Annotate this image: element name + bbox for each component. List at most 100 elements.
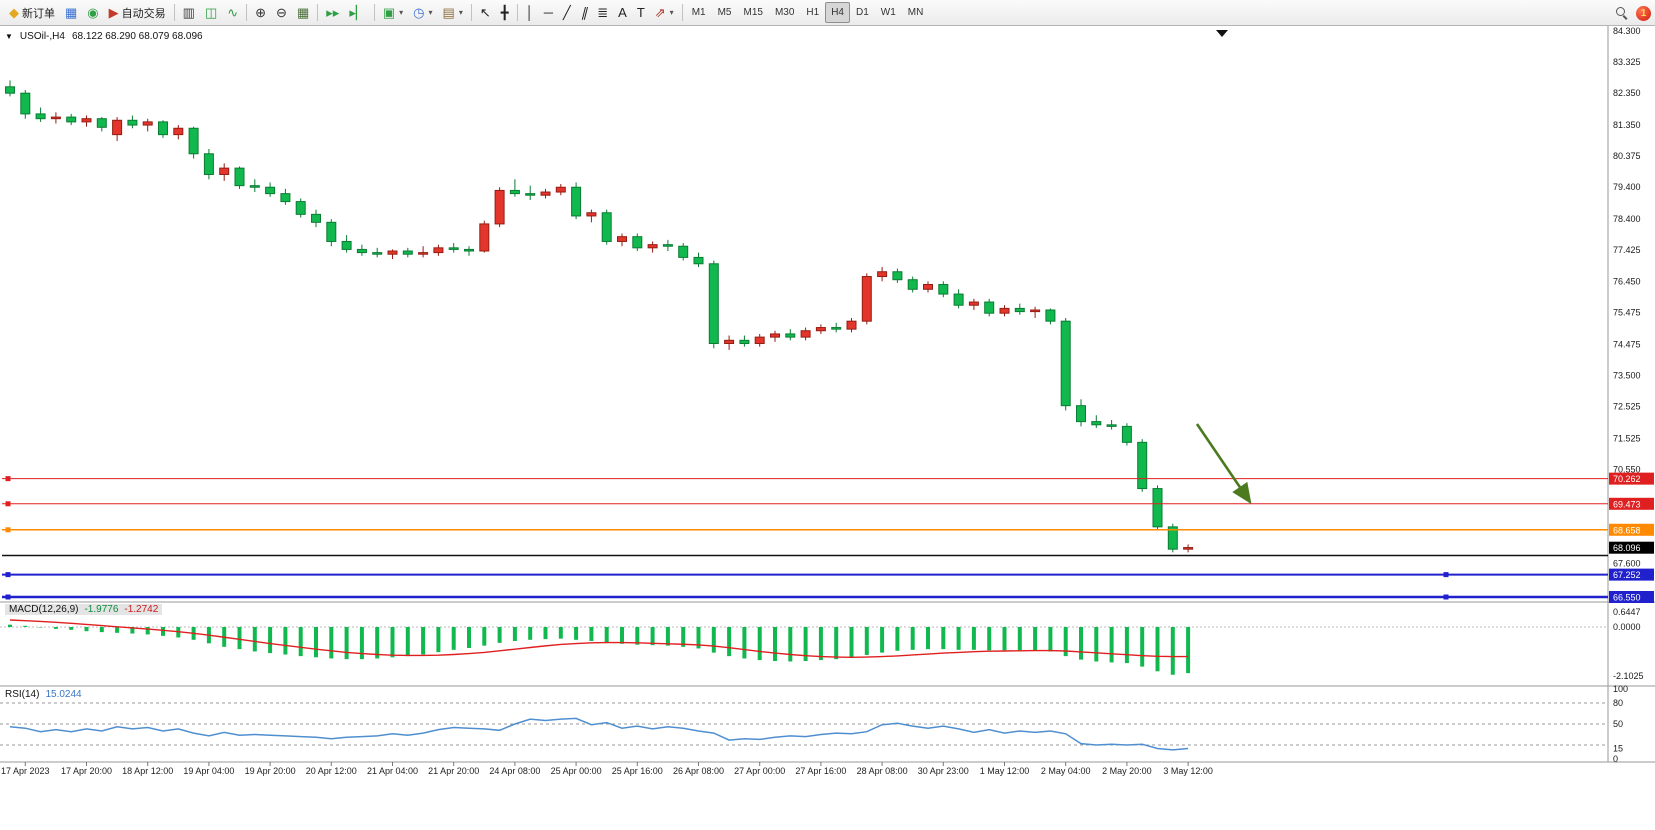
hline-handle[interactable] <box>5 594 11 600</box>
periods-button[interactable]: ◷ ▾ <box>408 2 437 23</box>
chart-symbol-label: ▼ USOil-,H4 68.122 68.290 68.079 68.096 <box>5 31 203 42</box>
zoom-out-button[interactable]: ⊖ <box>271 2 292 23</box>
cursor-button[interactable]: ↖ <box>475 2 496 23</box>
chevron-down-icon: ▾ <box>399 8 404 17</box>
svg-text:100: 100 <box>1613 684 1628 694</box>
zoom-in-icon: ⊕ <box>255 5 267 20</box>
hline-66.550[interactable]: 66.550 <box>2 590 1654 603</box>
price-axis[interactable]: 84.300 83.325 82.350 81.350 80.375 79.400 78.4… <box>1613 26 1644 764</box>
chart-shift-marker-icon[interactable] <box>1216 30 1228 37</box>
hline-handle[interactable] <box>1443 594 1449 600</box>
horizontal-line-icon: ─ <box>543 5 553 20</box>
macd-label: MACD(12,26,9) -1.9776 -1.2742 <box>5 604 163 615</box>
hline-70.262[interactable]: 70.262 <box>2 472 1654 485</box>
templates-button[interactable]: ▤ ▾ <box>438 2 468 23</box>
arrows-button[interactable]: ⇗ ▾ <box>650 2 679 23</box>
svg-text:1 May 12:00: 1 May 12:00 <box>980 766 1030 776</box>
bar-chart-icon: ▥ <box>182 5 195 20</box>
svg-text:77.425: 77.425 <box>1613 245 1641 255</box>
line-chart-button[interactable]: ∿ <box>222 2 243 23</box>
current-price-label: 68.096 <box>1609 541 1654 554</box>
zoom-in-button[interactable]: ⊕ <box>250 2 271 23</box>
svg-text:17 Apr 2023: 17 Apr 2023 <box>1 766 50 776</box>
terminal-icon: ▦ <box>65 5 78 20</box>
timeframe-m30-button[interactable]: M30 <box>774 7 795 18</box>
timeframe-m15-button[interactable]: M15 <box>743 7 763 18</box>
timeframe-h4-button[interactable]: H4 <box>825 2 850 23</box>
toolbar-separator <box>470 4 472 21</box>
svg-text:25 Apr 00:00: 25 Apr 00:00 <box>551 766 602 776</box>
svg-text:2 May 04:00: 2 May 04:00 <box>1041 766 1091 776</box>
toolbar-separator <box>317 4 319 21</box>
vertical-line-button[interactable]: │ <box>521 2 539 23</box>
chart-canvas[interactable]: 84.300 83.325 82.350 81.350 80.375 79.400 78.4… <box>0 26 1655 830</box>
timeframe-d1-button[interactable]: D1 <box>856 7 869 18</box>
svg-text:66.550: 66.550 <box>1613 592 1641 602</box>
hline-68.658[interactable]: 68.658 <box>2 523 1654 536</box>
hline-handle[interactable] <box>5 476 11 482</box>
hline-69.473[interactable]: 69.473 <box>2 497 1654 510</box>
horizontal-line-button[interactable]: ─ <box>539 2 558 23</box>
auto-scroll-icon: ▸▸ <box>326 5 340 20</box>
auto-trading-button[interactable]: ▶ 自动交易 <box>104 2 171 23</box>
notification-badge[interactable]: 1 <box>1636 5 1651 21</box>
toolbar-separator <box>373 4 375 21</box>
time-axis[interactable]: 17 Apr 2023 17 Apr 20:00 18 Apr 12:00 19 Ap… <box>1 762 1213 776</box>
fibonacci-button[interactable]: ≣ <box>592 2 613 23</box>
trendline-icon: ╱ <box>562 5 571 20</box>
text-button[interactable]: A <box>613 2 632 23</box>
auto-scroll-button[interactable]: ▸▸ <box>321 2 344 23</box>
toolbar-separator <box>173 4 175 21</box>
svg-text:19 Apr 20:00: 19 Apr 20:00 <box>245 766 296 776</box>
hline-handle[interactable] <box>5 527 11 533</box>
cursor-icon: ↖ <box>479 5 491 20</box>
sounds-button[interactable]: ◉ <box>82 2 103 23</box>
indicator-plus-icon: ▣ <box>382 5 396 20</box>
toolbar-separator <box>516 4 518 21</box>
svg-text:73.500: 73.500 <box>1613 370 1641 380</box>
timeframe-mn-button[interactable]: MN <box>907 7 924 18</box>
indicators-button[interactable]: ▣ ▾ <box>378 2 408 23</box>
search-icon[interactable] <box>1616 7 1628 19</box>
channel-button[interactable]: ∥ <box>576 2 593 23</box>
new-order-button[interactable]: ◆ 新订单 <box>4 2 60 23</box>
svg-text:70.550: 70.550 <box>1613 464 1641 474</box>
svg-text:69.473: 69.473 <box>1613 499 1641 509</box>
svg-text:75.475: 75.475 <box>1613 307 1641 317</box>
chart-shift-button[interactable]: ▸▏ <box>344 2 371 23</box>
chevron-down-icon: ▾ <box>669 8 674 17</box>
timeframe-m5-button[interactable]: M5 <box>717 7 732 18</box>
svg-text:81.350: 81.350 <box>1613 120 1641 130</box>
hline-handle[interactable] <box>5 501 11 507</box>
text-label-button[interactable]: T <box>632 2 650 23</box>
text-icon: A <box>618 5 627 20</box>
collapse-triangle-icon[interactable]: ▼ <box>5 32 13 41</box>
rsi-value: 15.0244 <box>45 689 82 700</box>
hline-67.252[interactable]: 67.252 <box>2 568 1654 581</box>
svg-text:67.600: 67.600 <box>1613 559 1641 569</box>
hline-handle[interactable] <box>5 572 11 578</box>
template-chart-icon: ▤ <box>442 5 455 20</box>
candlestick-icon: ◫ <box>204 5 218 20</box>
rsi-line <box>9 717 1189 751</box>
svg-text:20 Apr 12:00: 20 Apr 12:00 <box>306 766 357 776</box>
experts-button[interactable]: ▦ <box>60 2 82 23</box>
svg-text:84.300: 84.300 <box>1613 26 1641 36</box>
svg-text:30 Apr 23:00: 30 Apr 23:00 <box>918 766 969 776</box>
svg-text:15: 15 <box>1613 744 1623 754</box>
timeframe-m1-button[interactable]: M1 <box>691 7 706 18</box>
svg-text:2 May 20:00: 2 May 20:00 <box>1102 766 1152 776</box>
trendline-button[interactable]: ╱ <box>558 2 576 23</box>
play-icon: ▶ <box>108 5 119 20</box>
timeframe-h1-button[interactable]: H1 <box>806 7 820 18</box>
tile-windows-button[interactable]: ▦ <box>292 2 314 23</box>
macd-signal-line <box>9 619 1189 658</box>
candlestick-button[interactable]: ◫ <box>200 2 222 23</box>
clock-icon: ◷ <box>413 5 425 20</box>
chevron-down-icon: ▾ <box>428 8 433 17</box>
arrow-annotation[interactable] <box>1195 423 1252 505</box>
bar-chart-button[interactable]: ▥ <box>178 2 200 23</box>
hline-handle[interactable] <box>1443 572 1449 578</box>
crosshair-button[interactable]: ╋ <box>496 2 514 23</box>
timeframe-w1-button[interactable]: W1 <box>880 7 896 18</box>
